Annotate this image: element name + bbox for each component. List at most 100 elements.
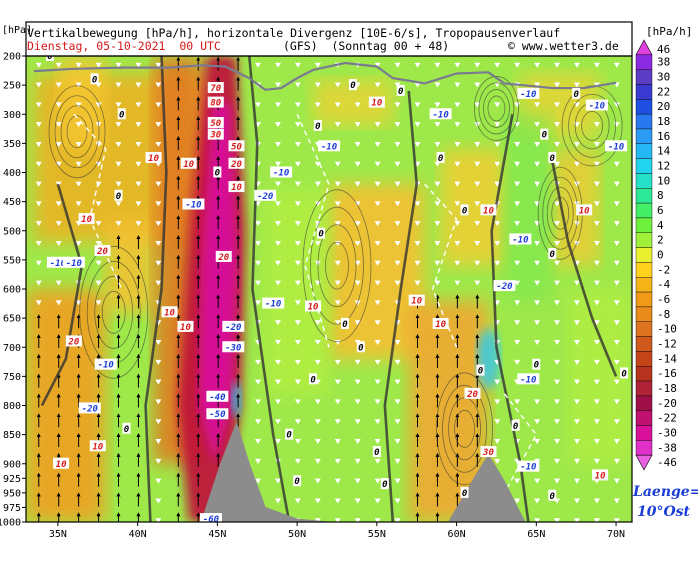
zero-label-box — [396, 84, 405, 96]
descent-arrow — [35, 201, 42, 207]
vertical-motion-label: 10 — [81, 215, 92, 225]
contour-ring-5 — [60, 105, 94, 159]
descent-arrow — [573, 379, 580, 385]
descent-arrow — [35, 122, 42, 128]
contour-ring-2 — [454, 409, 475, 448]
descent-arrow — [374, 498, 381, 504]
descent-arrow — [354, 141, 361, 147]
descent-arrow — [494, 458, 501, 464]
descent-arrow — [75, 201, 82, 207]
colorbar-label: 46 — [657, 43, 670, 56]
zero-label-box — [293, 475, 302, 487]
x-tick-label: 60N — [448, 529, 466, 540]
descent-arrow — [274, 280, 281, 286]
descent-arrow — [155, 518, 162, 522]
descent-arrow — [534, 240, 541, 246]
motion-label-box — [493, 280, 516, 292]
descent-arrow — [474, 102, 481, 108]
descent-arrow — [494, 240, 501, 246]
descent-arrow — [613, 260, 620, 266]
descent-arrow — [274, 82, 281, 88]
motion-label-box — [206, 408, 229, 420]
descent-arrow — [394, 221, 401, 227]
divergence-zero-label: 0 — [342, 320, 348, 330]
descent-arrow — [334, 221, 341, 227]
descent-arrow — [573, 458, 580, 464]
vertical-motion-label: 10 — [371, 99, 382, 109]
descent-arrow — [294, 141, 301, 147]
descent-arrow — [573, 141, 580, 147]
colorbar-label: -6 — [657, 293, 670, 306]
colorbar-label: 8 — [657, 189, 664, 202]
descent-arrow — [454, 161, 461, 167]
y-tick-label: 700 — [3, 343, 21, 354]
descent-arrow — [35, 280, 42, 286]
descent-arrow — [554, 82, 561, 88]
descent-arrow — [255, 439, 262, 445]
descent-arrow — [554, 240, 561, 246]
divergence-zero-label: 0 — [310, 375, 316, 385]
zero-label-box — [317, 227, 326, 239]
descent-arrow — [95, 102, 102, 108]
descent-arrow — [255, 102, 262, 108]
zero-label-box — [540, 128, 549, 140]
descent-arrow — [394, 280, 401, 286]
descent-arrow — [274, 181, 281, 187]
descent-arrow — [454, 240, 461, 246]
descent-arrow — [394, 102, 401, 108]
descent-arrow — [474, 201, 481, 207]
y-tick-label: 900 — [3, 459, 21, 470]
descent-arrow — [294, 280, 301, 286]
divergence-zero-label: 0 — [215, 169, 221, 179]
descent-arrow — [554, 280, 561, 286]
vertical-motion-label: 10 — [148, 154, 159, 164]
descent-arrow — [593, 201, 600, 207]
divergence-zero-label: 0 — [573, 90, 579, 100]
descent-arrow — [514, 280, 521, 286]
descent-arrow — [354, 161, 361, 167]
descent-arrow — [474, 280, 481, 286]
motion-label-box — [145, 151, 162, 163]
descent-arrow — [55, 240, 62, 246]
descent-arrow — [334, 498, 341, 504]
vertical-motion-label: -20 — [82, 404, 99, 414]
colorbar-swatch — [635, 69, 653, 85]
colorbar-swatch — [635, 336, 653, 352]
motion-label-box — [305, 300, 322, 312]
vertical-motion-label: 50 — [231, 142, 242, 152]
descent-arrow — [95, 62, 102, 68]
motion-label-box — [222, 320, 245, 332]
descent-arrow — [534, 439, 541, 445]
descent-arrow — [554, 359, 561, 365]
descent-arrow — [374, 478, 381, 484]
descent-arrow — [274, 340, 281, 346]
descent-arrow — [454, 280, 461, 286]
descent-arrow — [314, 458, 321, 464]
descent-arrow — [155, 82, 162, 88]
descent-arrow — [613, 221, 620, 227]
colorbar-label: -30 — [657, 426, 677, 439]
descent-arrow — [354, 379, 361, 385]
descent-arrow — [55, 300, 62, 306]
descent-arrow — [534, 260, 541, 266]
descent-arrow — [115, 102, 122, 108]
descent-arrow — [274, 439, 281, 445]
colorbar-swatch — [635, 306, 653, 322]
vertical-motion-label: -10 — [185, 201, 202, 211]
section-longitude-value: 10°Ost — [637, 504, 691, 520]
descent-arrow — [494, 439, 501, 445]
motion-label-box — [207, 96, 224, 108]
descent-arrow — [314, 498, 321, 504]
contour-ring-2 — [442, 384, 487, 473]
vertical-motion-label: -10 — [265, 300, 282, 310]
divergence-zero-label: 0 — [124, 425, 130, 435]
descent-arrow — [554, 161, 561, 167]
descent-arrow — [274, 161, 281, 167]
y-tick-label: 800 — [3, 401, 21, 412]
descent-arrow — [334, 399, 341, 405]
zero-label-box — [511, 419, 520, 431]
warm-region-12 — [504, 114, 553, 301]
divergence-zero-line-1 — [247, 56, 291, 522]
descent-arrow — [374, 320, 381, 326]
descent-arrow — [554, 320, 561, 326]
